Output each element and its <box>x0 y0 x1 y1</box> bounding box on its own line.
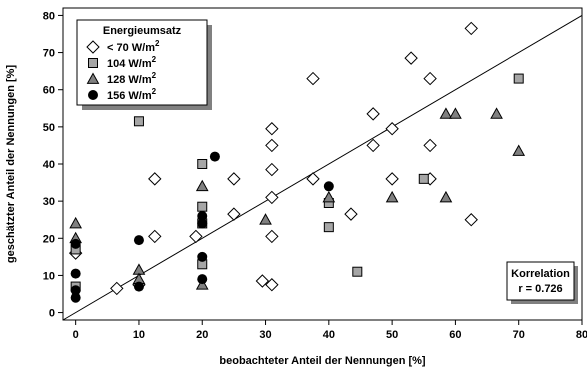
legend-entry-label: 156 W/m2 <box>107 87 157 102</box>
data-points <box>68 21 526 303</box>
x-tick-label: 30 <box>259 329 271 341</box>
data-point <box>449 107 462 119</box>
data-point <box>133 116 144 127</box>
data-point <box>265 229 279 244</box>
data-point <box>209 151 220 162</box>
data-point <box>265 122 279 136</box>
legend-marker <box>86 72 100 84</box>
y-tick-label: 70 <box>43 48 55 60</box>
data-point <box>513 73 524 84</box>
data-point <box>227 172 241 186</box>
data-point <box>70 285 81 296</box>
data-point <box>197 218 208 229</box>
data-point <box>464 21 478 36</box>
data-point <box>148 229 162 244</box>
data-point <box>512 144 526 156</box>
legend-title: Energieumsatz <box>103 25 182 37</box>
legend-marker <box>88 90 98 100</box>
y-tick-label: 50 <box>43 122 55 134</box>
y-tick-label: 30 <box>43 196 55 208</box>
data-point <box>423 138 437 153</box>
data-point <box>423 71 437 86</box>
legend-entry-superscript: 2 <box>155 39 160 48</box>
data-point <box>227 207 241 221</box>
data-point <box>323 181 334 192</box>
data-point <box>70 292 81 303</box>
data-point <box>255 274 270 288</box>
legend-marker <box>88 58 98 68</box>
x-tick-label: 80 <box>576 329 587 341</box>
legend-box <box>76 19 208 106</box>
data-point <box>366 138 380 153</box>
correlation-box: Korrelation r = 0.726 <box>506 261 578 304</box>
y-tick-label: 20 <box>43 233 55 245</box>
legend-entry-superscript: 2 <box>152 55 157 64</box>
correlation-title: Korrelation <box>511 268 570 280</box>
identity-line <box>62 14 583 321</box>
data-point <box>197 274 208 285</box>
x-tick-label: 40 <box>323 329 335 341</box>
y-axis-label: geschätzter Anteil der Nennungen [%] <box>5 65 17 264</box>
data-point <box>69 216 83 229</box>
data-point <box>195 278 209 290</box>
y-tick-label: 40 <box>43 159 55 171</box>
x-tick-label: 60 <box>449 329 461 341</box>
data-point <box>385 122 399 136</box>
data-point <box>265 162 279 177</box>
x-tick-label: 20 <box>196 329 208 341</box>
legend-entry-superscript: 2 <box>152 71 157 80</box>
data-point <box>366 107 380 121</box>
data-point <box>197 201 208 212</box>
x-axis-label: beobachteter Anteil der Nennungen [%] <box>219 355 426 367</box>
legend-entry-label: 128 W/m2 <box>107 71 157 86</box>
data-point <box>195 179 209 192</box>
data-point <box>133 235 144 246</box>
data-point <box>404 51 418 65</box>
axis-ticks: 0 10 20 30 40 50 60 70 80 0 10 20 30 40 50 60 70 80 <box>43 10 587 341</box>
data-point <box>352 266 363 277</box>
data-point <box>306 172 320 186</box>
data-point <box>344 207 358 221</box>
legend-entry-superscript: 2 <box>152 87 157 96</box>
data-point <box>265 278 279 292</box>
legend-entry-label: < 70 W/m2 <box>107 39 160 54</box>
data-point <box>259 213 272 225</box>
y-tick-label: 60 <box>43 85 55 97</box>
y-tick-label: 80 <box>43 10 55 22</box>
y-tick-label: 0 <box>49 308 55 320</box>
data-point <box>439 190 453 203</box>
data-point <box>148 172 162 186</box>
data-point <box>306 71 320 86</box>
data-point <box>133 281 144 292</box>
data-point <box>265 190 279 205</box>
x-tick-label: 70 <box>513 329 525 341</box>
data-point <box>70 238 81 249</box>
data-point <box>70 268 81 279</box>
data-point <box>464 213 478 227</box>
y-tick-label: 10 <box>43 270 55 282</box>
data-point <box>197 159 208 169</box>
legend-marker <box>86 40 100 54</box>
data-point <box>439 107 453 119</box>
data-point <box>490 107 503 119</box>
x-tick-label: 10 <box>133 329 145 341</box>
data-point <box>322 190 336 203</box>
data-point <box>197 211 208 221</box>
data-point <box>385 190 399 203</box>
data-point <box>385 172 399 186</box>
correlation-frame <box>506 261 575 301</box>
x-tick-label: 0 <box>73 329 79 341</box>
data-point <box>197 251 208 262</box>
data-point <box>110 281 124 296</box>
correlation-value: r = 0.726 <box>518 283 562 295</box>
legend-entry-label: 104 W/m2 <box>107 55 157 70</box>
data-point <box>418 173 429 184</box>
data-point <box>323 222 334 233</box>
data-point <box>265 138 279 153</box>
data-point <box>189 229 203 244</box>
axis-labels: beobachteter Anteil der Nennungen [%] ge… <box>5 65 426 367</box>
x-tick-label: 50 <box>386 329 398 341</box>
